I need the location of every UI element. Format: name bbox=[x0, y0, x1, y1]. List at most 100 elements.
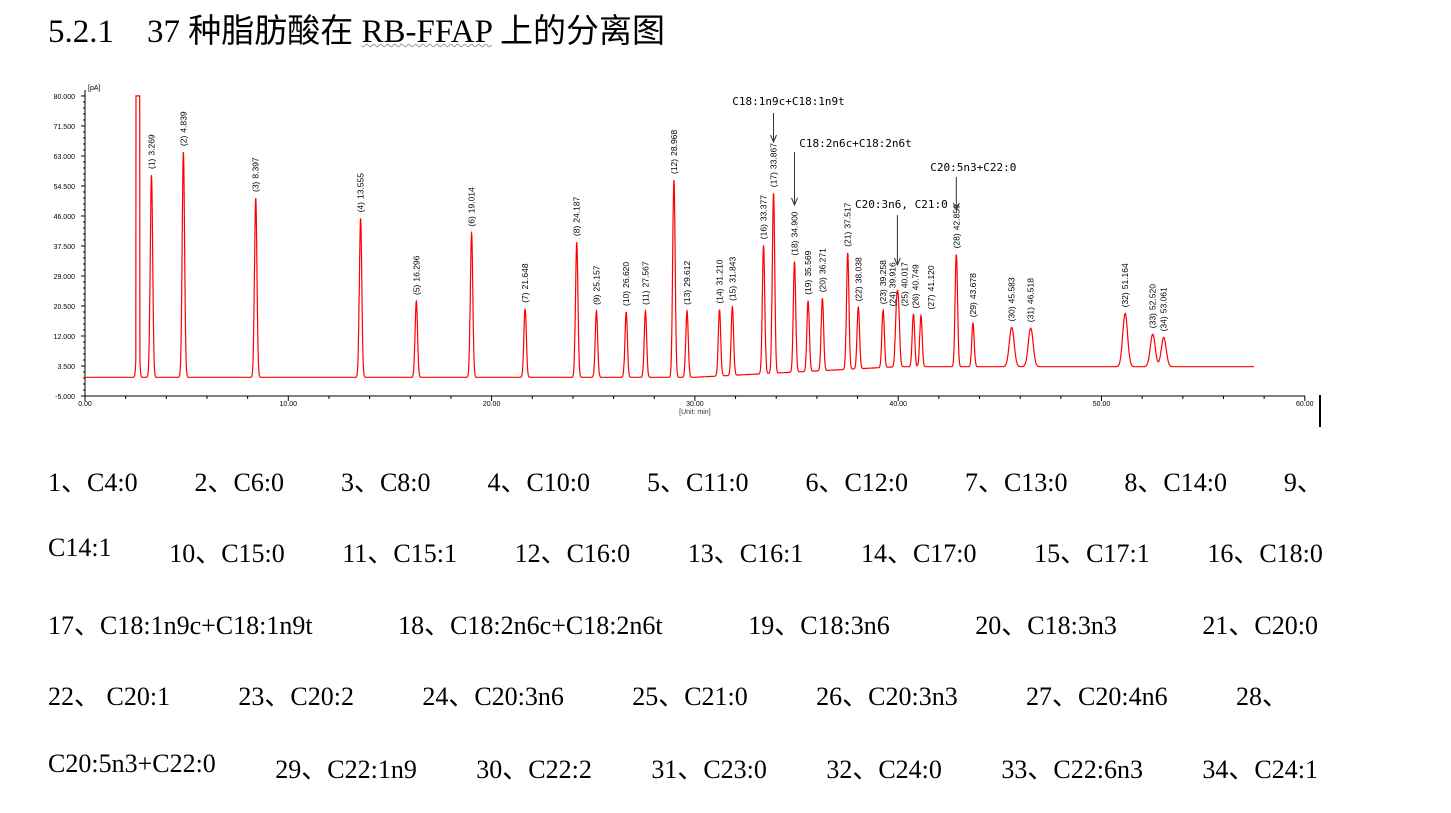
y-tick-label: 54.500 bbox=[54, 184, 76, 191]
peak-id: (18) bbox=[790, 240, 800, 255]
peak-id: (17) bbox=[769, 172, 779, 187]
legend-item: 25、C21:0 bbox=[632, 682, 748, 711]
heading-text-before: 37 种脂肪酸在 bbox=[147, 14, 362, 50]
peak-rt: 3.269 bbox=[147, 134, 157, 156]
legend-item: 7、C13:0 bbox=[964, 468, 1068, 497]
legend-item: 33、C22:6n3 bbox=[1001, 755, 1143, 784]
legend-item: 18、C18:2n6c+C18:2n6t bbox=[398, 611, 663, 640]
peak-id: (14) bbox=[715, 288, 725, 303]
legend-item: 27、C20:4n6 bbox=[1026, 682, 1168, 711]
legend-item: C20:5n3+C22:0 bbox=[48, 749, 216, 778]
peak-label: (29) 43.678 bbox=[968, 273, 978, 317]
y-axis-label: [pA] bbox=[88, 85, 101, 92]
peak-label: (14) 31.210 bbox=[715, 259, 725, 303]
peak-label: (27) 41.120 bbox=[926, 265, 936, 309]
arrow-head-icon bbox=[893, 257, 901, 267]
legend-item: 20、C18:3n3 bbox=[975, 611, 1117, 640]
peak-rt: 33.867 bbox=[769, 143, 779, 169]
legend-item: 14、C17:0 bbox=[860, 539, 977, 568]
legend-line: C14:1 10、C15:0 11、C15:1 12、C16:0 13、C16:1 14、… bbox=[48, 533, 1323, 570]
peak-rt: 4.839 bbox=[178, 111, 188, 133]
legend-item: 23、C20:2 bbox=[238, 682, 354, 711]
heading-column-name: RB-FFAP bbox=[361, 14, 492, 50]
peak-rt: 28.968 bbox=[669, 130, 679, 156]
peak-label: (5) 16.296 bbox=[411, 255, 421, 295]
legend-item: 10、C15:0 bbox=[169, 539, 285, 568]
y-tick-label: 3.500 bbox=[57, 364, 75, 371]
x-tick-label: 50.00 bbox=[1093, 401, 1111, 408]
peak-id: (28) bbox=[951, 233, 961, 248]
peak-id: (1) bbox=[147, 158, 157, 169]
peak-label: (33) 52.520 bbox=[1148, 284, 1158, 328]
peak-rt: 52.520 bbox=[1148, 284, 1158, 310]
x-tick-label: 10.00 bbox=[280, 401, 298, 408]
arrow-head-icon bbox=[791, 197, 798, 207]
peak-label: (18) 34.900 bbox=[790, 211, 800, 255]
peak-rt: 26.620 bbox=[621, 262, 631, 288]
peak-id: (31) bbox=[1026, 307, 1036, 322]
legend-item: 12、C16:0 bbox=[514, 539, 631, 568]
peak-rt: 46.518 bbox=[1026, 278, 1036, 304]
peak-label: (9) 25.157 bbox=[591, 265, 601, 305]
peak-rt: 39.916 bbox=[888, 262, 898, 288]
y-tick-label: 20.500 bbox=[54, 304, 76, 311]
peak-label: (6) 19.014 bbox=[467, 187, 477, 227]
legend-item: 15、C17:1 bbox=[1034, 539, 1150, 568]
legend-item: 22、 C20:1 bbox=[48, 682, 171, 711]
peak-id: (7) bbox=[520, 292, 530, 303]
peak-id: (24) bbox=[888, 291, 898, 306]
peak-id: (30) bbox=[1007, 306, 1017, 321]
peak-id: (26) bbox=[910, 293, 920, 308]
peak-id: (13) bbox=[682, 290, 692, 305]
legend-item: 13、C16:1 bbox=[687, 539, 804, 568]
peak-label: (26) 40.749 bbox=[910, 264, 920, 308]
x-axis-label: [Unit: min] bbox=[679, 409, 711, 416]
peak-label: (19) 35.569 bbox=[803, 250, 813, 294]
legend-item: 5、C11:0 bbox=[646, 468, 749, 497]
peak-rt: 38.038 bbox=[853, 257, 863, 283]
peak-id: (34) bbox=[1159, 316, 1169, 331]
legend-line: C20:5n3+C22:0 29、C22:1n9 30、C22:2 31、C23:0 3… bbox=[48, 749, 1318, 786]
legend-item: 26、C20:3n3 bbox=[816, 682, 958, 711]
peak-label: (1) 3.269 bbox=[147, 134, 157, 169]
legend-item: 8、C14:0 bbox=[1124, 468, 1227, 497]
peak-annotation: C18:2n6c+C18:2n6t bbox=[799, 137, 912, 150]
peak-rt: 21.648 bbox=[520, 263, 530, 289]
peak-label: (11) 27.567 bbox=[640, 261, 650, 305]
legend-item: 30、C22:2 bbox=[476, 755, 592, 784]
chromatogram-trace bbox=[85, 95, 1254, 378]
peak-annotation: C20:5n3+C22:0 bbox=[930, 161, 1016, 174]
peak-id: (6) bbox=[467, 216, 477, 227]
peak-id: (9) bbox=[591, 294, 601, 305]
legend-item: 16、C18:0 bbox=[1207, 539, 1323, 568]
peak-id: (8) bbox=[572, 226, 582, 237]
peak-label: (25) 40.017 bbox=[900, 262, 910, 306]
peak-rt: 27.567 bbox=[640, 261, 650, 287]
peak-label: (10) 26.620 bbox=[621, 262, 631, 306]
heading-text-after: 上的分离图 bbox=[491, 14, 665, 50]
peak-label: (8) 24.187 bbox=[572, 196, 582, 236]
peak-id: (27) bbox=[926, 294, 936, 309]
peak-label: (24) 39.916 bbox=[888, 262, 898, 306]
legend-item: 32、C24:0 bbox=[826, 755, 942, 784]
y-tick-label: 46.000 bbox=[54, 214, 76, 221]
peak-label: (7) 21.648 bbox=[520, 263, 530, 303]
peak-label: (31) 46.518 bbox=[1026, 278, 1036, 322]
arrow-head-icon bbox=[770, 134, 777, 144]
peak-label: (12) 28.968 bbox=[669, 130, 679, 174]
peak-id: (2) bbox=[178, 136, 188, 147]
peak-label: (15) 31.843 bbox=[727, 257, 737, 301]
text-cursor bbox=[1319, 395, 1321, 427]
peak-label: (13) 29.612 bbox=[682, 261, 692, 305]
peak-id: (33) bbox=[1148, 313, 1158, 328]
section-number: 5.2.1 bbox=[48, 14, 114, 50]
legend-item: 6、C12:0 bbox=[805, 468, 909, 497]
peak-rt: 25.157 bbox=[591, 265, 601, 291]
peak-id: (22) bbox=[853, 286, 863, 301]
legend-item: 24、C20:3n6 bbox=[422, 682, 564, 711]
legend-item: 1、C4:0 bbox=[48, 468, 138, 497]
peak-label: (22) 38.038 bbox=[853, 257, 863, 301]
peak-rt: 51.164 bbox=[1120, 263, 1130, 289]
legend-item: 34、C24:1 bbox=[1202, 755, 1318, 784]
legend-line: 22、 C20:1 23、C20:2 24、C20:3n6 25、C21:0 26、C2… bbox=[48, 676, 1288, 713]
